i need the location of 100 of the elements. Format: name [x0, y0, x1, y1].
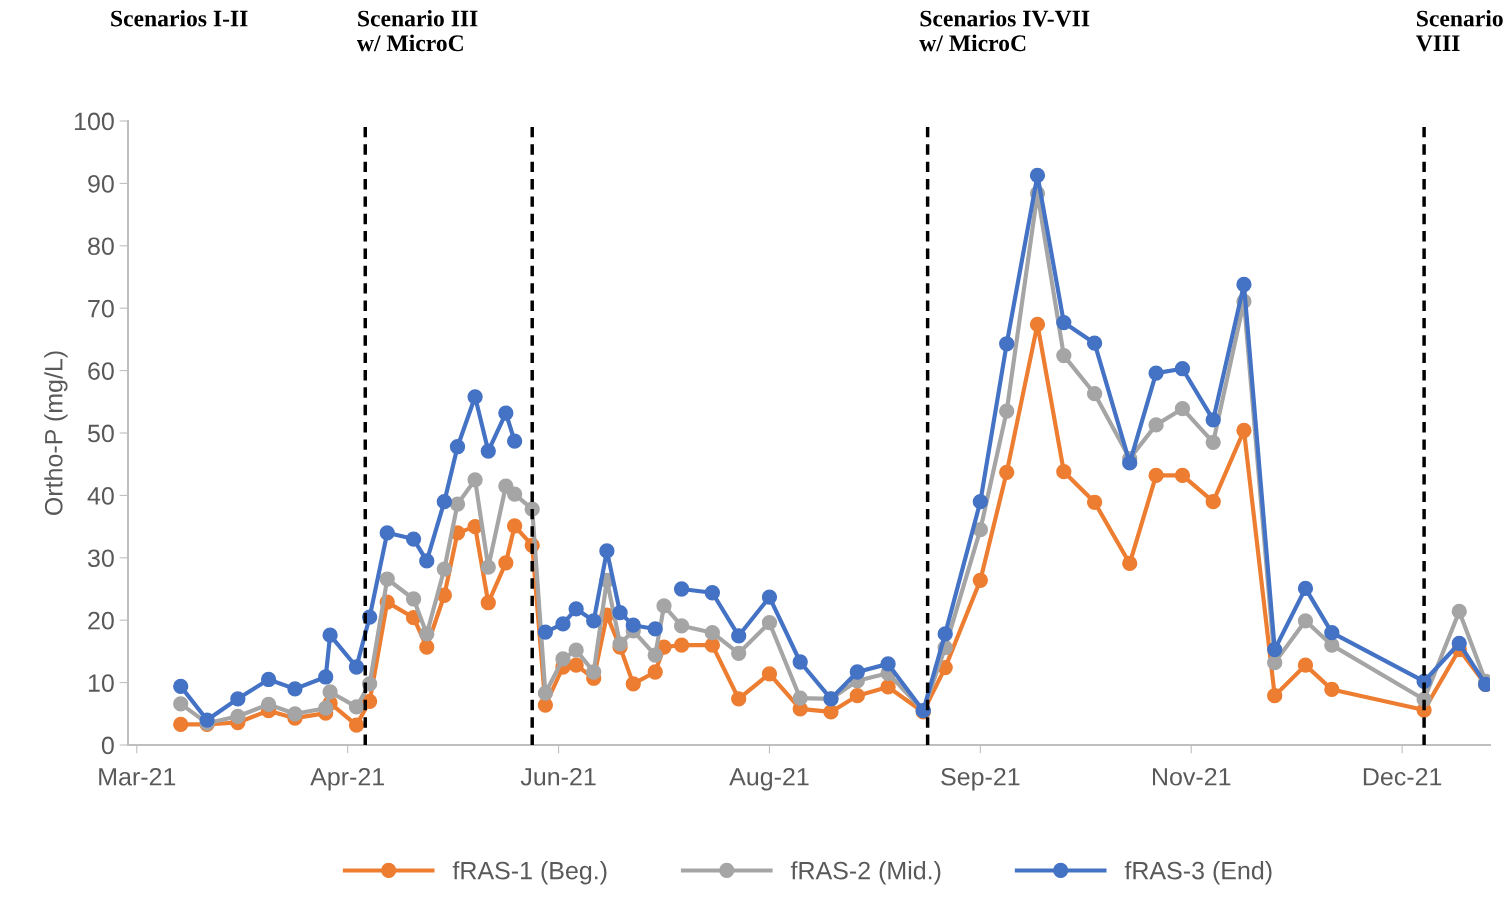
x-tick-label: Jun-21 [520, 767, 596, 786]
point [318, 669, 334, 685]
legend-label: fRAS-1 (Beg.) [452, 861, 607, 885]
point [999, 464, 1015, 480]
point [937, 626, 953, 642]
point [792, 690, 808, 706]
point [823, 704, 839, 720]
point [230, 691, 246, 707]
point [1324, 625, 1340, 641]
x-tick-label: Apr-21 [310, 767, 384, 791]
point [480, 443, 496, 459]
point [348, 699, 365, 715]
point [972, 572, 988, 588]
point [1297, 657, 1314, 673]
y-axis-title: Ortho-P (mg/L) [44, 351, 68, 515]
y-tick-label: 30 [87, 549, 114, 568]
point [260, 671, 277, 688]
point [498, 405, 514, 421]
point [322, 684, 338, 700]
ref-line-label: Scenarios IV-VII w/ MicroC [919, 9, 1090, 52]
point [322, 627, 338, 643]
point [379, 525, 395, 541]
x-tick-label: Mar-21 [99, 767, 176, 786]
point [1451, 603, 1467, 620]
ref-line-label: Scenario III w/ MicroC [356, 9, 478, 52]
point [1174, 361, 1191, 377]
point [731, 645, 747, 661]
point [1148, 417, 1164, 433]
point [568, 657, 584, 673]
point [761, 615, 778, 631]
point [731, 628, 747, 644]
point [1297, 613, 1314, 629]
point [1174, 401, 1191, 417]
point [379, 571, 395, 587]
point [173, 678, 189, 694]
point [704, 637, 720, 653]
point [436, 494, 452, 510]
point [287, 681, 303, 697]
point [1056, 464, 1072, 480]
point [498, 555, 514, 571]
point [612, 605, 628, 621]
legend-label: fRAS-2 (Mid.) [790, 861, 941, 885]
y-tick-label: 20 [88, 611, 114, 630]
point [480, 559, 496, 575]
y-tick-label: 50 [88, 424, 114, 443]
point [1056, 314, 1072, 331]
point [173, 716, 189, 733]
point [506, 433, 523, 449]
point [287, 706, 303, 722]
point [880, 679, 896, 695]
point [1267, 688, 1283, 704]
point [1205, 434, 1221, 450]
point [704, 625, 720, 641]
point [537, 685, 554, 701]
point [792, 654, 808, 670]
y-tick-label: 0 [101, 736, 114, 755]
y-tick-label: 60 [88, 362, 114, 380]
point [537, 624, 554, 640]
point [348, 717, 365, 733]
point [999, 403, 1015, 419]
point [1086, 335, 1103, 351]
point [972, 494, 988, 510]
point [449, 496, 466, 512]
point [849, 688, 865, 704]
point [348, 659, 365, 675]
point [419, 553, 435, 569]
point [405, 531, 422, 547]
point [555, 651, 571, 667]
point [230, 708, 246, 724]
point [673, 618, 690, 634]
point [1297, 580, 1314, 597]
point [467, 472, 483, 488]
point [599, 543, 615, 559]
point [673, 637, 690, 653]
ref-line-label: Scenario VIII [1416, 9, 1503, 52]
point [1236, 276, 1252, 293]
point [436, 561, 452, 577]
point [849, 664, 865, 680]
point [761, 666, 778, 682]
point [318, 700, 334, 716]
y-tick-label: 100 [75, 112, 114, 131]
legend-label: fRAS-3 (End) [1124, 861, 1272, 885]
point [467, 389, 483, 405]
point [1029, 167, 1046, 183]
point [586, 613, 602, 629]
point [647, 664, 663, 680]
point [1122, 455, 1138, 471]
y-tick-label: 80 [88, 237, 114, 256]
text: Scenarios I-II [111, 9, 248, 27]
point [1451, 635, 1467, 651]
point [656, 598, 672, 614]
point [586, 664, 602, 680]
point [1174, 467, 1191, 484]
point [1267, 654, 1283, 671]
point [419, 639, 435, 655]
point [761, 589, 778, 605]
x-tick-label: Dec-21 [1363, 767, 1442, 786]
y-tick-label: 90 [88, 175, 114, 193]
point [1086, 386, 1103, 402]
point [673, 581, 690, 597]
